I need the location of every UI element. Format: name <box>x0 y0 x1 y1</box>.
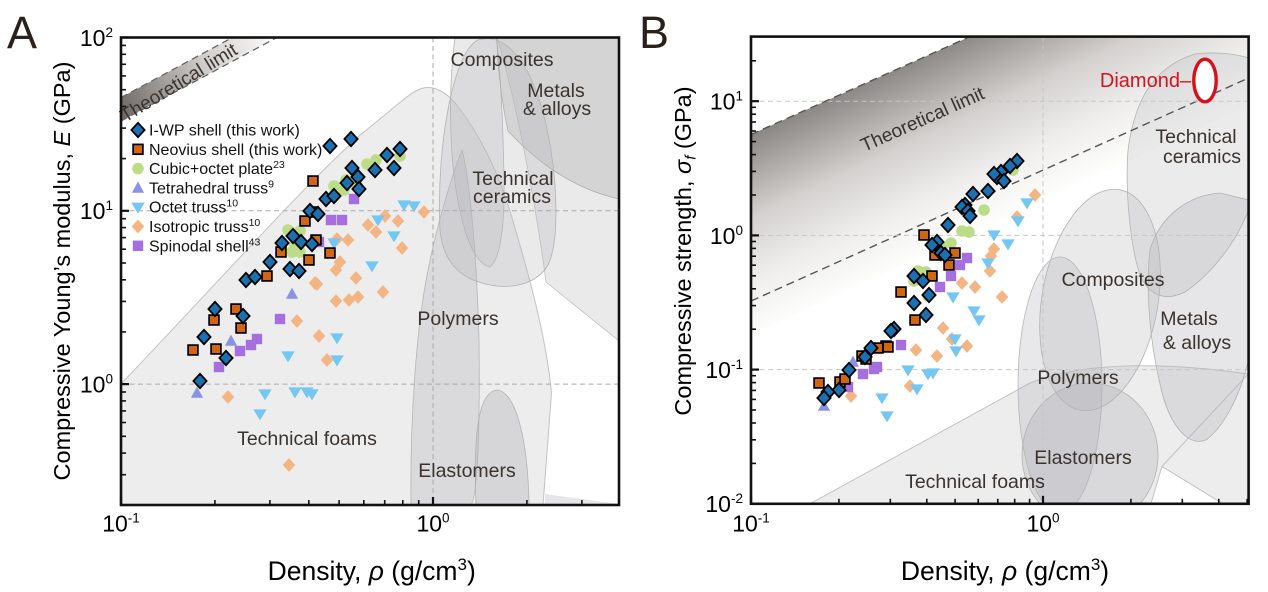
svg-text:Octet truss10: Octet truss10 <box>149 198 238 217</box>
svg-text:Composites: Composites <box>1062 269 1165 291</box>
svg-text:100: 100 <box>80 372 113 398</box>
svg-text:Density, ρ (g/cm3): Density, ρ (g/cm3) <box>268 555 476 586</box>
svg-text:Elastomers: Elastomers <box>1034 447 1132 469</box>
svg-text:Compressive strength, σf (GPa): Compressive strength, σf (GPa) <box>670 86 700 415</box>
svg-text:Isotropic truss10: Isotropic truss10 <box>149 217 260 236</box>
svg-text:10-2: 10-2 <box>705 491 743 517</box>
svg-text:Spinodal shell43: Spinodal shell43 <box>149 236 260 255</box>
svg-text:Technical: Technical <box>472 168 553 190</box>
svg-text:I-WP shell (this work): I-WP shell (this work) <box>149 123 300 140</box>
svg-text:Metals: Metals <box>527 80 585 102</box>
svg-text:Compressive Young’s modulus, E: Compressive Young’s modulus, E (GPa) <box>49 62 75 481</box>
svg-text:Density, ρ (g/cm3): Density, ρ (g/cm3) <box>901 555 1109 586</box>
svg-text:Technical foams: Technical foams <box>905 471 1045 493</box>
svg-text:& alloys: & alloys <box>1163 332 1232 354</box>
svg-text:Composites: Composites <box>451 49 554 71</box>
svg-text:Technical foams: Technical foams <box>237 428 377 450</box>
svg-text:B: B <box>639 7 669 58</box>
svg-text:A: A <box>7 7 37 58</box>
svg-text:ceramics: ceramics <box>1163 146 1241 168</box>
svg-text:Tetrahedral truss9: Tetrahedral truss9 <box>149 178 274 197</box>
svg-text:Polymers: Polymers <box>417 308 499 330</box>
svg-text:Diamond–: Diamond– <box>1100 70 1192 92</box>
svg-text:Elastomers: Elastomers <box>418 460 516 482</box>
svg-text:Neovius shell (this work): Neovius shell (this work) <box>149 142 322 159</box>
svg-text:Technical: Technical <box>1155 126 1236 148</box>
svg-text:101: 101 <box>710 89 743 115</box>
svg-text:Metals: Metals <box>1160 308 1218 330</box>
svg-text:& alloys: & alloys <box>523 98 592 120</box>
svg-text:ceramics: ceramics <box>473 186 551 208</box>
svg-text:Polymers: Polymers <box>1037 367 1119 389</box>
svg-text:Cubic+octet plate23: Cubic+octet plate23 <box>149 159 285 178</box>
